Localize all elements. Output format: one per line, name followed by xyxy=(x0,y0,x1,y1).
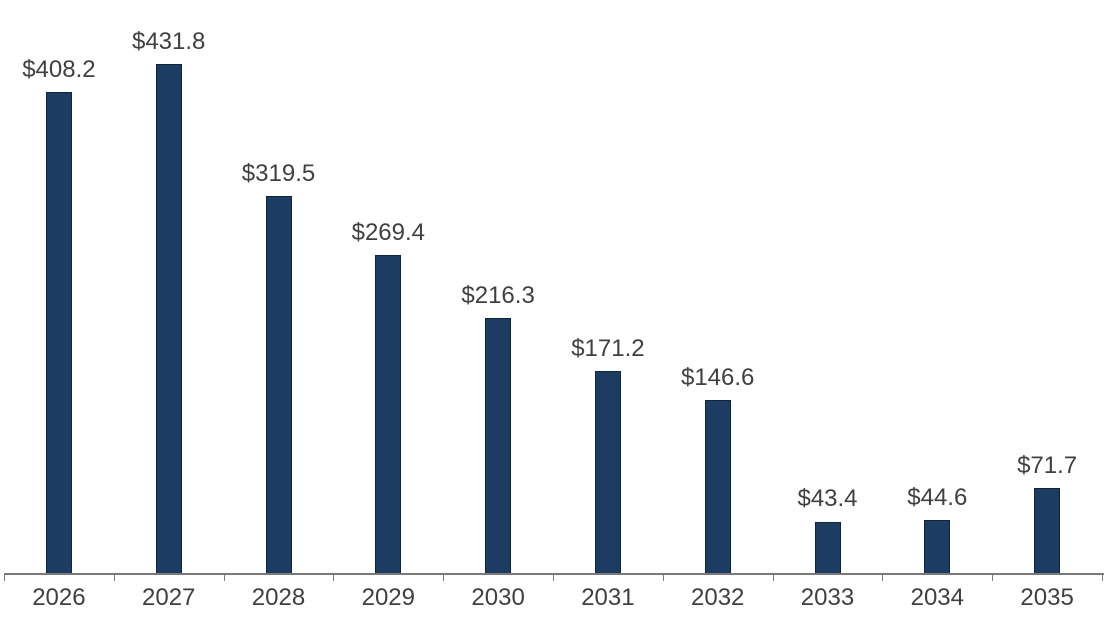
x-axis-tick xyxy=(1102,573,1103,581)
data-label-2026: $408.2 xyxy=(22,55,96,83)
x-axis-label-2029: 2029 xyxy=(361,584,415,611)
data-label-2032: $146.6 xyxy=(680,363,755,391)
data-label-2027: $431.8 xyxy=(131,27,206,55)
bar-2026 xyxy=(45,91,72,573)
x-axis-tick xyxy=(882,573,884,581)
data-label-2028: $319.5 xyxy=(241,160,316,188)
data-label-2030: $216.3 xyxy=(461,281,535,309)
x-axis-label-2034: 2034 xyxy=(910,584,964,611)
x-axis-tick xyxy=(992,573,994,581)
bar-2033 xyxy=(814,521,841,573)
x-axis-label-2032: 2032 xyxy=(690,584,745,611)
x-axis-tick xyxy=(113,573,115,581)
x-axis-tick xyxy=(223,573,225,581)
bar-2028 xyxy=(265,196,292,573)
x-axis-label-2028: 2028 xyxy=(251,584,306,611)
x-axis-tick xyxy=(553,573,554,581)
bar-2027 xyxy=(155,64,182,573)
x-axis-tick xyxy=(662,573,664,581)
x-axis-label-2027: 2027 xyxy=(141,584,196,611)
x-axis-label-2030: 2030 xyxy=(471,584,525,611)
data-label-2031: $171.2 xyxy=(571,334,645,362)
x-axis-label-2033: 2033 xyxy=(800,584,855,611)
x-axis-tick xyxy=(772,573,774,581)
x-axis-tick xyxy=(4,573,5,581)
x-axis-line xyxy=(4,573,1104,575)
bar-2030 xyxy=(485,318,512,573)
x-axis-label-2026: 2026 xyxy=(32,584,86,611)
bar-2029 xyxy=(375,255,402,573)
x-axis-tick xyxy=(443,573,445,581)
bar-2031 xyxy=(594,371,621,573)
x-axis-tick xyxy=(333,573,335,581)
bar-2034 xyxy=(924,520,951,573)
bar-2035 xyxy=(1034,488,1061,573)
x-axis-label-2031: 2031 xyxy=(581,584,635,611)
bar-2032 xyxy=(704,400,731,573)
data-label-2034: $44.6 xyxy=(907,484,968,512)
data-label-2029: $269.4 xyxy=(351,219,425,247)
data-label-2033: $43.4 xyxy=(797,485,858,513)
data-label-2035: $71.7 xyxy=(1017,452,1078,480)
x-axis-label-2035: 2035 xyxy=(1020,584,1074,611)
